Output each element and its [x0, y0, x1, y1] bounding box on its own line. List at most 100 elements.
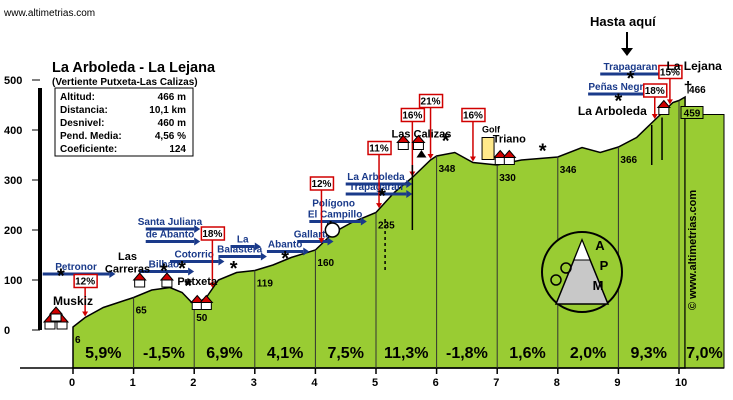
interest-star-icon: *	[178, 258, 186, 280]
logo-cyclist-icon	[550, 274, 562, 286]
road-arrowhead	[260, 252, 267, 261]
place-label: Las Calizas	[391, 129, 451, 141]
logo-cyclist-icon	[560, 262, 572, 274]
elevation-profile	[72, 95, 686, 369]
road-label: Trapagaran	[604, 62, 658, 73]
golf-icon	[481, 137, 495, 160]
place-label: La Arboleda	[578, 104, 647, 118]
road-label: La	[237, 235, 249, 246]
interest-star-icon: *	[378, 186, 386, 208]
house-body-icon	[161, 279, 173, 288]
hasta-arrow-head	[621, 48, 633, 56]
vertical-site-url: © www.altimetrias.com	[687, 190, 699, 310]
tree-icon	[416, 150, 427, 158]
percent-pointer-head	[82, 311, 89, 317]
road-arrowhead	[109, 270, 116, 278]
percent-pointer-head	[209, 282, 216, 288]
percent-label: 16%	[463, 111, 483, 122]
road-arrowhead	[188, 267, 195, 276]
stats-value: 4,56 %	[155, 131, 186, 142]
house-body-icon	[494, 157, 506, 165]
stats-label: Pend. Media:	[60, 131, 122, 142]
apm-logo: APM	[541, 231, 623, 313]
house-body-icon	[191, 302, 203, 310]
logo-letter: M	[593, 278, 604, 293]
site-url: www.altimetrias.com	[3, 8, 95, 19]
house-body-icon	[503, 157, 515, 165]
house-body-icon	[50, 313, 62, 322]
road-arrowhead	[303, 247, 310, 256]
y-tick-label: 100	[4, 275, 22, 287]
altitude-label: 50	[196, 313, 208, 324]
y-tick-label: 500	[4, 75, 22, 87]
stats-value: 10,1 km	[149, 105, 186, 116]
x-tick-label: 5	[372, 377, 378, 389]
segment-gradient-label: 2,0%	[570, 345, 606, 362]
house-body-icon	[44, 321, 56, 330]
road-label: El Campillo	[308, 210, 362, 221]
plot-area: 0 100 200 300 400 500 0 1 2 3 4 5 6 7 8 9 10 5,9% -1,5% 6,9…	[4, 59, 725, 389]
stats-label: Altitud:	[60, 92, 95, 103]
x-tick-label: 3	[251, 377, 257, 389]
place-label: Las	[118, 251, 137, 263]
altitude-label: 459	[684, 109, 701, 120]
road-arrowhead	[406, 180, 413, 188]
percent-label: 18%	[202, 229, 222, 240]
road-label: Gallarta	[294, 230, 332, 241]
golf-label: Golf	[482, 125, 501, 135]
interest-star-icon: *	[184, 276, 192, 298]
road-label: de Abanto	[146, 230, 195, 241]
interest-star-icon: *	[442, 131, 450, 153]
segment-gradient-label: 7,5%	[327, 345, 363, 362]
percent-label: 15%	[660, 68, 680, 79]
altitude-label: 330	[499, 173, 516, 184]
interest-star-icon: *	[230, 258, 238, 280]
place-label: Putxeta	[177, 276, 218, 288]
road-label: Trapagaran	[349, 182, 403, 193]
stats-frame	[54, 87, 194, 157]
profile-end-block	[684, 114, 725, 369]
x-tick-label: 9	[614, 377, 620, 389]
percent-pointer-head	[318, 238, 325, 244]
segment-gradient-label: 5,9%	[85, 345, 121, 362]
house-body-icon	[200, 302, 212, 310]
hasta-aqui-label: Hasta aquí	[590, 14, 656, 29]
chart-subtitle: (Vertiente Putxeta-Las Calizas)	[52, 77, 198, 88]
segment-gradient-label: -1,5%	[143, 345, 185, 362]
segment-gradient-label: 11,3%	[384, 345, 428, 362]
altitude-label: 119	[257, 279, 274, 290]
x-tick-label: 1	[130, 377, 136, 389]
place-label: La Lejana	[666, 59, 722, 73]
stats-box: Altitud: 466 m Distancia: 10,1 km Desnivel: 4…	[54, 87, 194, 157]
x-tick-label: 10	[675, 377, 687, 389]
y-tick-label: 300	[4, 175, 22, 187]
percent-label: 12%	[75, 277, 95, 288]
interest-star-icon: *	[539, 141, 547, 163]
percent-pointer-head	[666, 99, 673, 105]
percent-pointer-head	[651, 114, 658, 119]
house-body-icon	[397, 142, 409, 150]
place-label: Triano	[493, 134, 526, 146]
road-label: Polígono	[312, 199, 355, 210]
road-label: Peñas Negras	[588, 82, 655, 93]
house-body-icon	[134, 279, 146, 288]
place-label: Carreras	[105, 264, 150, 276]
stats-label: Coeficiente:	[60, 144, 117, 155]
percent-label: 21%	[421, 97, 441, 108]
road-arrowhead	[254, 242, 261, 251]
house-icon	[656, 99, 671, 108]
house-body-icon	[56, 321, 68, 330]
percent-label: 16%	[402, 111, 422, 122]
road-label: Cotorrio	[174, 250, 213, 261]
road-label: Santa Juliana	[138, 217, 203, 228]
altitude-label: 235	[378, 221, 395, 232]
roundabout-icon	[324, 222, 341, 238]
percent-pointer-head	[469, 156, 476, 162]
house-icon	[48, 306, 64, 315]
logo-letter: A	[595, 238, 605, 253]
x-tick-label: 7	[493, 377, 499, 389]
x-tick-label: 8	[554, 377, 560, 389]
y-tick-label: 200	[4, 225, 22, 237]
stats-label: Desnivel:	[60, 118, 104, 129]
